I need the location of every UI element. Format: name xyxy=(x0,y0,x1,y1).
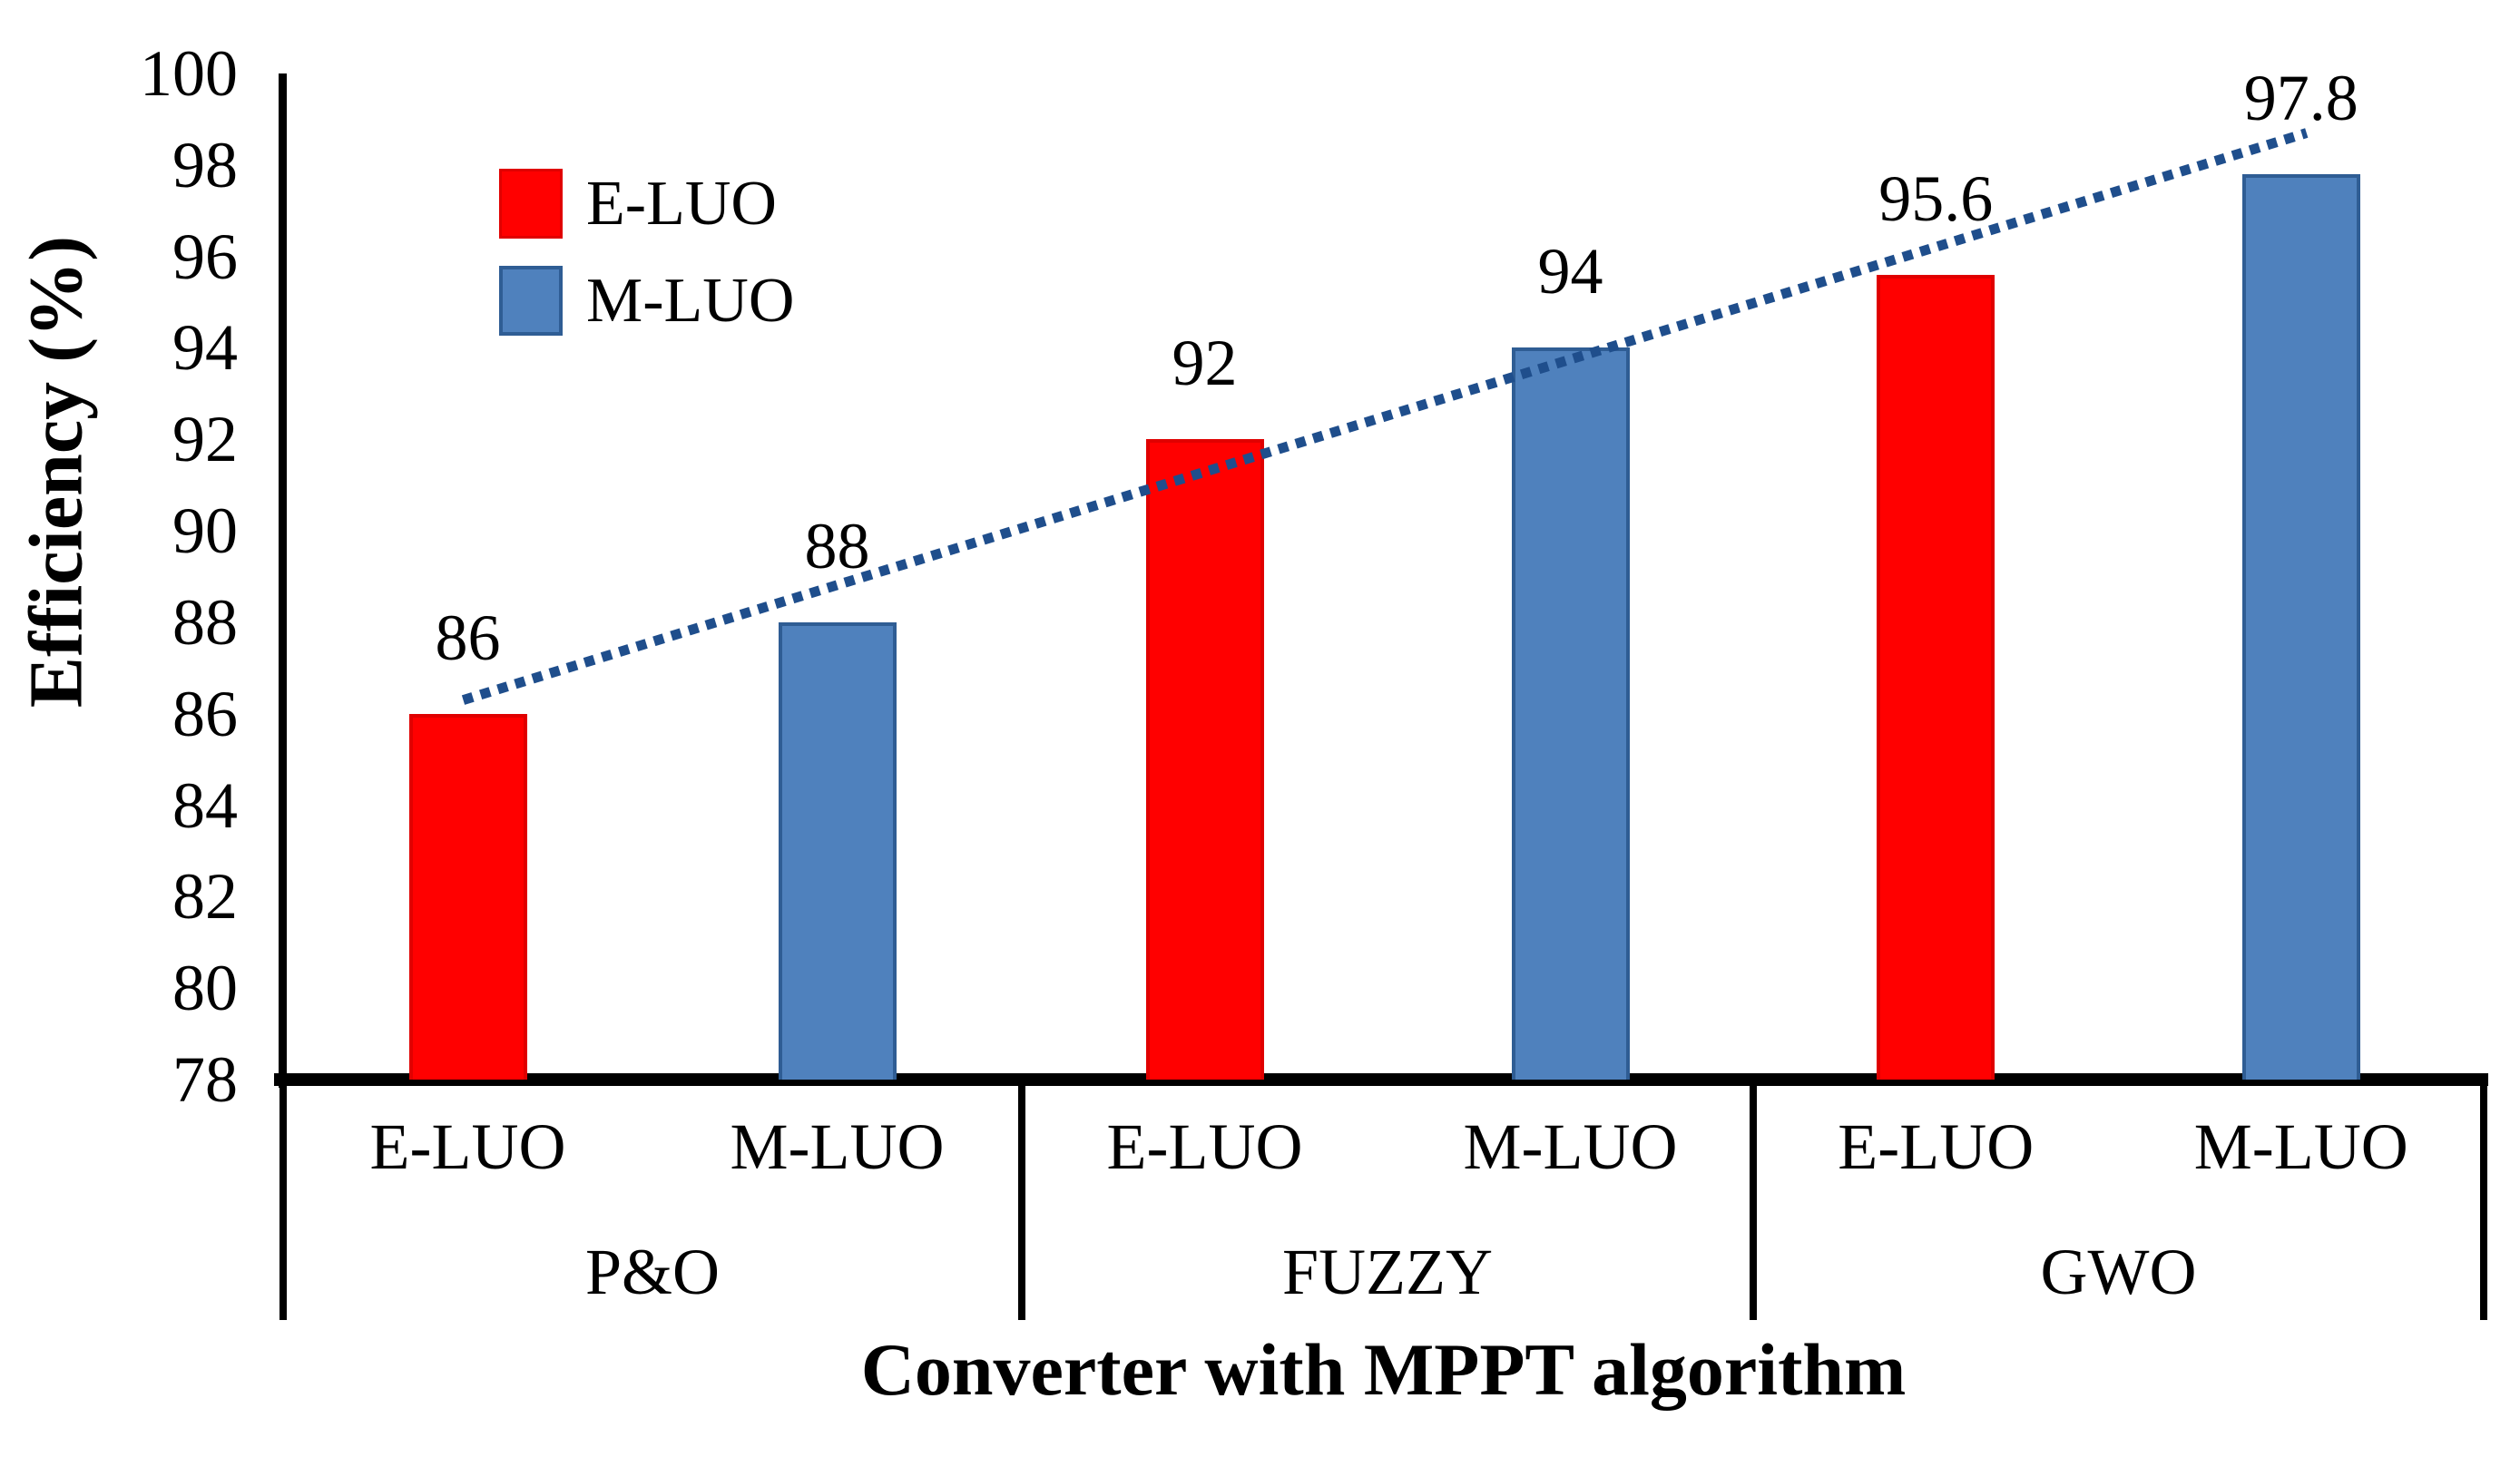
legend-label-e-luo: E-LUO xyxy=(586,169,777,239)
category-table-divider xyxy=(279,1086,287,1320)
y-axis-line xyxy=(279,73,287,1088)
category-table-divider xyxy=(2480,1086,2487,1320)
y-tick-label-84: 84 xyxy=(172,768,238,842)
y-tick-label-94: 94 xyxy=(172,311,238,385)
value-label-m-luo-p-o: 88 xyxy=(804,509,870,582)
y-tick-label-88: 88 xyxy=(172,585,238,659)
value-label-e-luo-fuzzy: 92 xyxy=(1172,327,1238,400)
legend-swatch-m-luo xyxy=(499,266,563,336)
y-tick-label-92: 92 xyxy=(172,403,238,476)
value-label-e-luo-gwo: 95.6 xyxy=(1878,161,1994,235)
x-group-label-p-o: P&O xyxy=(584,1236,721,1308)
legend-label-m-luo: M-LUO xyxy=(586,266,795,336)
x-category-label-e-luo-fuzzy: E-LUO xyxy=(1106,1110,1303,1183)
category-table-divider xyxy=(1750,1086,1757,1320)
y-tick-label-80: 80 xyxy=(172,952,238,1025)
legend: E-LUO M-LUO xyxy=(499,169,794,363)
x-axis-title: Converter with MPPT algorithm xyxy=(860,1328,1907,1411)
category-table-divider xyxy=(1018,1086,1025,1320)
bar-m-luo-p-o xyxy=(778,621,897,1080)
legend-swatch-e-luo xyxy=(499,169,563,239)
bar-e-luo-p-o xyxy=(408,713,527,1080)
y-tick-label-82: 82 xyxy=(172,860,238,934)
bar-m-luo-gwo xyxy=(2241,173,2360,1080)
x-group-label-gwo: GWO xyxy=(2040,1236,2197,1308)
bar-e-luo-fuzzy xyxy=(1145,439,1264,1080)
legend-item-m-luo: M-LUO xyxy=(499,266,794,336)
y-tick-label-98: 98 xyxy=(172,128,238,201)
value-label-m-luo-gwo: 97.8 xyxy=(2243,61,2358,134)
x-category-label-m-luo-gwo: M-LUO xyxy=(2193,1110,2408,1183)
y-tick-label-90: 90 xyxy=(172,494,238,568)
bar-e-luo-gwo xyxy=(1877,274,1995,1080)
bar-m-luo-fuzzy xyxy=(1511,347,1630,1080)
legend-item-e-luo: E-LUO xyxy=(499,169,794,239)
y-tick-label-100: 100 xyxy=(140,37,238,110)
value-label-e-luo-p-o: 86 xyxy=(435,601,501,674)
x-category-label-e-luo-p-o: E-LUO xyxy=(369,1110,566,1183)
x-category-label-e-luo-gwo: E-LUO xyxy=(1838,1110,2035,1183)
y-tick-label-86: 86 xyxy=(172,677,238,750)
y-tick-label-96: 96 xyxy=(172,220,238,293)
value-label-m-luo-fuzzy: 94 xyxy=(1537,235,1603,308)
x-category-label-m-luo-fuzzy: M-LUO xyxy=(1463,1110,1678,1183)
x-group-label-fuzzy: FUZZY xyxy=(1282,1236,1493,1308)
y-tick-label-78: 78 xyxy=(172,1043,238,1116)
x-category-label-m-luo-p-o: M-LUO xyxy=(730,1110,945,1183)
x-axis-baseline xyxy=(274,1073,2488,1086)
